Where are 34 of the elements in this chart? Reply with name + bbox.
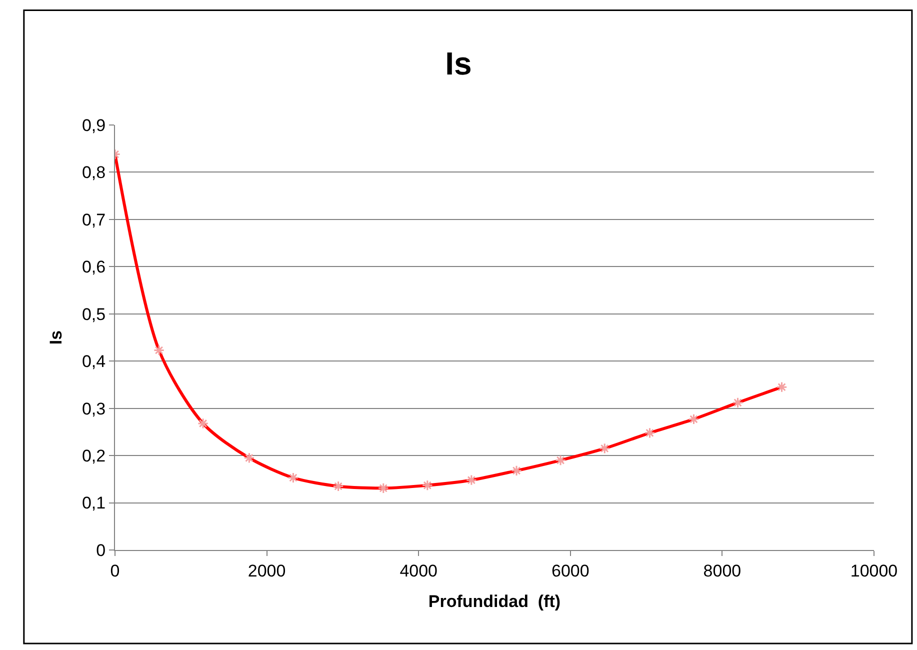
point — [510, 465, 522, 476]
point — [776, 382, 788, 393]
point — [688, 414, 700, 425]
point — [153, 344, 165, 356]
y-tick-label: 0,3 — [82, 399, 106, 418]
y-tick-label: 0,5 — [82, 304, 106, 324]
y-tick-label: 0 — [96, 540, 106, 560]
y-tick-label: 0,9 — [82, 116, 106, 135]
y-tick-label: 0,6 — [82, 258, 106, 277]
x-tick-label: 0 — [110, 561, 120, 580]
x-tick-label: 4000 — [400, 561, 438, 580]
point — [288, 472, 299, 484]
point — [422, 480, 433, 491]
y-tick-label: 0,8 — [82, 163, 106, 182]
point — [554, 454, 566, 466]
y-tick-label: 0,4 — [82, 352, 106, 372]
point — [599, 442, 610, 454]
y-tick-label: 0,1 — [82, 494, 106, 513]
point — [244, 452, 255, 464]
point — [644, 427, 656, 438]
point — [378, 482, 389, 494]
x-tick-label: 6000 — [551, 561, 590, 580]
x-axis-title: Profundidad (ft) — [428, 592, 561, 611]
point — [732, 397, 744, 408]
y-tick-label: 0,7 — [82, 210, 106, 230]
x-tick-label: 8000 — [703, 561, 742, 580]
point — [197, 418, 209, 429]
point — [332, 480, 344, 492]
y-tick-label: 0,2 — [82, 446, 106, 466]
y-axis-title: Is — [46, 330, 66, 345]
x-tick-label: 10000 — [850, 561, 898, 580]
point — [466, 474, 477, 486]
chart-title: Is — [445, 45, 472, 82]
x-tick-label: 2000 — [248, 561, 286, 580]
